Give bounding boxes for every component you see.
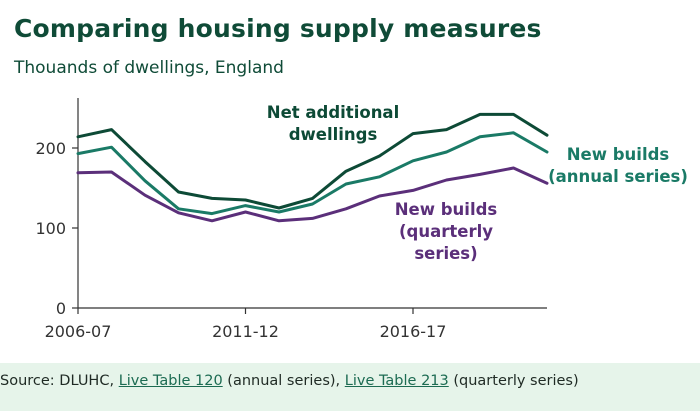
y-tick-label: 200 [35,139,66,158]
source-prefix: Source: DLUHC, [0,373,119,389]
x-tick-label: 2006-07 [45,322,112,341]
chart-lines [76,112,549,223]
series-label-quarterly: New builds [395,200,498,219]
series-line-annual [76,131,549,216]
chart-series-labels: Net additional dwellings New builds (annual… [267,103,688,263]
series-label-net-additional: Net additional [267,103,399,122]
x-tick-label: 2016-17 [380,322,447,341]
y-tick-label: 100 [35,219,66,238]
series-line-quarterly [76,166,549,223]
source-note: Source: DLUHC, Live Table 120 (annual se… [0,363,700,411]
series-label-net-additional: dwellings [289,125,378,144]
chart-subtitle: Thouands of dwellings, England [14,58,284,78]
source-suffix: (quarterly series) [448,373,579,389]
source-mid: (annual series), [222,373,345,389]
series-line-net-additional [76,112,549,210]
series-label-quarterly: (quarterly [399,222,493,241]
series-label-quarterly: series) [414,244,477,263]
live-table-120-link[interactable]: Live Table 120 [118,373,223,389]
series-label-annual: (annual series) [548,167,688,186]
x-tick-label: 2011-12 [212,322,279,341]
series-label-annual: New builds [567,145,670,164]
chart-axes: 0 100 200 2006-07 2011-12 2016-17 [35,98,547,341]
live-table-213-link[interactable]: Live Table 213 [344,373,449,389]
y-tick-label: 0 [56,299,66,318]
chart-title: Comparing housing supply measures [14,14,542,43]
